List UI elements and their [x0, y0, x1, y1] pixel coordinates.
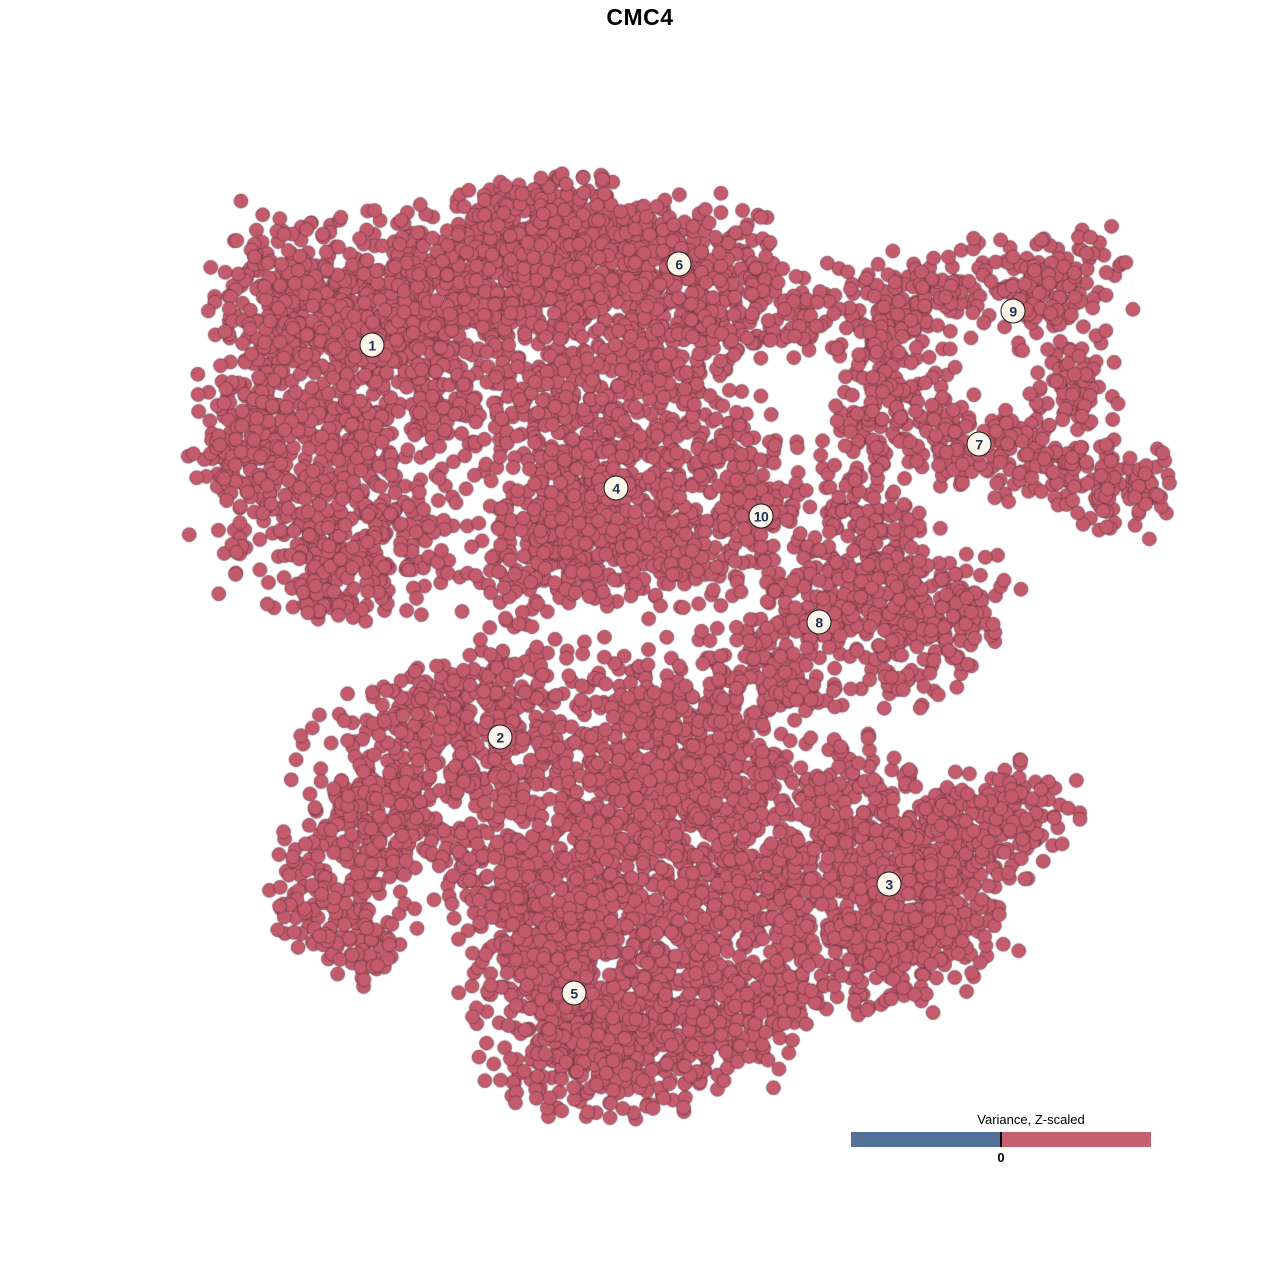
- legend-gradient-bar: [851, 1132, 1151, 1147]
- legend-zero-tick-label: 0: [997, 1150, 1005, 1165]
- legend-title: Variance, Z-scaled: [977, 1112, 1085, 1127]
- legend-positive-segment: [1002, 1132, 1151, 1147]
- legend-zero-divider: [1000, 1132, 1002, 1147]
- legend-negative-segment: [851, 1132, 1000, 1147]
